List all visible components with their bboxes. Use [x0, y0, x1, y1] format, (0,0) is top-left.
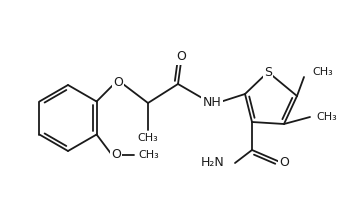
Text: O: O	[176, 50, 186, 64]
Text: CH₃: CH₃	[312, 67, 333, 77]
Text: CH₃: CH₃	[138, 133, 158, 143]
Text: S: S	[264, 66, 272, 78]
Text: O: O	[113, 77, 123, 89]
Text: CH₃: CH₃	[138, 150, 159, 160]
Text: CH₃: CH₃	[316, 112, 337, 122]
Text: O: O	[279, 155, 289, 169]
Text: O: O	[111, 148, 121, 162]
Text: H₂N: H₂N	[201, 156, 225, 170]
Text: NH: NH	[203, 96, 221, 110]
